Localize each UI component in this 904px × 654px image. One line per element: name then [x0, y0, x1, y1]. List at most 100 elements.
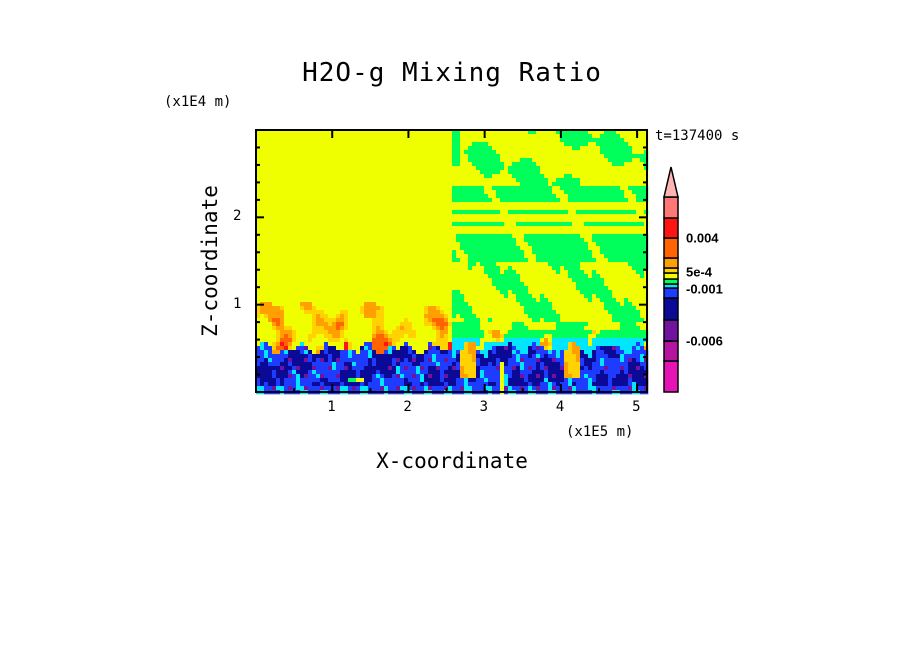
field-cell [368, 174, 373, 179]
field-cell [488, 134, 493, 139]
field-cell [536, 258, 541, 263]
field-cell [276, 174, 281, 179]
field-cell [512, 242, 517, 247]
field-cell [512, 270, 517, 275]
field-cell [384, 278, 389, 283]
field-cell [256, 234, 261, 239]
field-cell [564, 226, 569, 231]
field-cell [504, 206, 509, 211]
field-cell [524, 290, 529, 295]
field-cell [488, 234, 493, 239]
field-cell [336, 218, 341, 223]
field-cell [400, 142, 405, 147]
field-cell [392, 230, 397, 235]
field-cell [344, 210, 349, 215]
field-cell [520, 166, 525, 171]
field-cell [336, 306, 341, 311]
field-cell [256, 190, 261, 195]
field-cell [304, 190, 309, 195]
field-cell [272, 150, 277, 155]
field-cell [432, 170, 437, 175]
field-cell [300, 134, 305, 139]
field-cell [480, 194, 485, 199]
field-cell [320, 138, 325, 143]
field-cell [424, 278, 429, 283]
field-cell [616, 130, 621, 135]
field-cell [364, 254, 369, 259]
field-cell [544, 302, 549, 307]
field-cell [348, 202, 353, 207]
field-cell [548, 214, 553, 219]
field-cell [544, 262, 549, 267]
field-cell [264, 210, 269, 215]
field-cell [592, 178, 597, 183]
field-cell [360, 234, 365, 239]
field-cell [464, 206, 469, 211]
field-cell [388, 234, 393, 239]
field-cell [452, 206, 457, 211]
field-cell [460, 150, 465, 155]
field-cell [564, 150, 569, 155]
field-cell [632, 202, 637, 207]
field-cell [640, 270, 645, 275]
field-cell [364, 198, 369, 203]
field-cell [332, 254, 337, 259]
field-cell [536, 282, 541, 287]
field-cell [348, 230, 353, 235]
field-cell [372, 214, 377, 219]
field-cell [520, 202, 525, 207]
field-cell [324, 166, 329, 171]
field-cell [560, 230, 565, 235]
field-cell [336, 302, 341, 307]
field-cell [316, 258, 321, 263]
field-cell [532, 134, 537, 139]
field-cell [472, 214, 477, 219]
field-cell [500, 322, 505, 327]
field-cell [584, 278, 589, 283]
field-cell [272, 142, 277, 147]
field-cell [552, 242, 557, 247]
field-cell [636, 178, 641, 183]
field-cell [472, 310, 477, 315]
field-cell [520, 314, 525, 319]
field-cell [308, 194, 313, 199]
field-cell [384, 286, 389, 291]
field-cell [504, 306, 509, 311]
field-cell [436, 226, 441, 231]
field-cell [532, 262, 537, 267]
field-cell [524, 170, 529, 175]
field-cell [424, 182, 429, 187]
field-cell [416, 178, 421, 183]
field-cell [472, 206, 477, 211]
field-cell [604, 234, 609, 239]
field-cell [492, 222, 497, 227]
field-cell [332, 182, 337, 187]
field-cell [572, 218, 577, 223]
field-cell [412, 182, 417, 187]
field-cell [632, 138, 637, 143]
field-cell [380, 234, 385, 239]
field-cell [600, 206, 605, 211]
field-cell [332, 286, 337, 291]
field-cell [412, 266, 417, 271]
field-cell [524, 270, 529, 275]
field-cell [360, 138, 365, 143]
field-cell [324, 218, 329, 223]
field-cell [372, 130, 377, 135]
field-cell [560, 310, 565, 315]
field-cell [288, 174, 293, 179]
field-cell [460, 310, 465, 315]
field-cell [368, 150, 373, 155]
field-cell [396, 262, 401, 267]
field-cell [464, 302, 469, 307]
field-cell [372, 266, 377, 271]
field-cell [552, 150, 557, 155]
field-cell [408, 154, 413, 159]
field-cell [548, 290, 553, 295]
field-cell [632, 194, 637, 199]
field-cell [384, 182, 389, 187]
field-cell [584, 178, 589, 183]
field-cell [368, 298, 373, 303]
field-cell [296, 206, 301, 211]
field-cell [444, 274, 449, 279]
